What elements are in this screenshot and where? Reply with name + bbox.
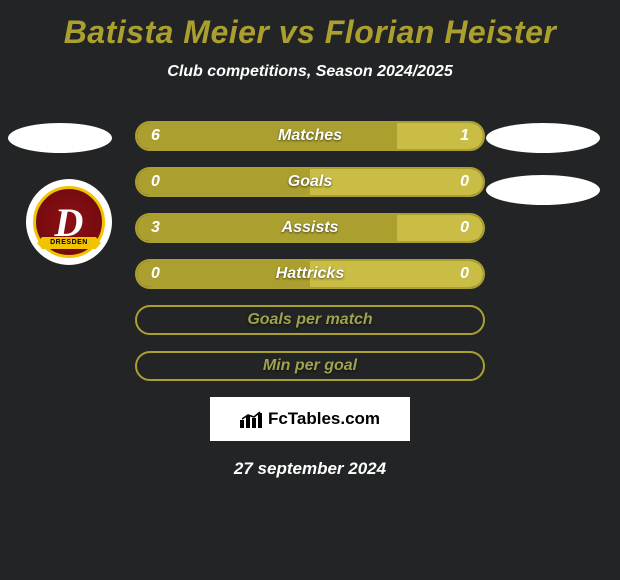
placeholder-ellipse-top-left <box>8 123 112 153</box>
stat-bar: Hattricks0 0 <box>135 259 485 289</box>
stat-bar: Assists3 0 <box>135 213 485 243</box>
stat-value-right: 0 <box>460 219 469 237</box>
snapshot-date: 27 september 2024 <box>0 459 620 479</box>
stat-value-left: 0 <box>151 173 160 191</box>
stat-label: Goals <box>137 173 483 191</box>
stat-bar: Goals per match <box>135 305 485 335</box>
stat-value-right: 0 <box>460 265 469 283</box>
stat-label: Matches <box>137 127 483 145</box>
stat-label: Assists <box>137 219 483 237</box>
stat-value-left: 3 <box>151 219 160 237</box>
stat-label: Min per goal <box>137 357 483 375</box>
title-text: Batista Meier vs Florian Heister <box>64 14 557 50</box>
stat-label: Goals per match <box>137 311 483 329</box>
fctables-watermark: FcTables.com <box>210 397 410 441</box>
content-area: D DRESDEN Matches61Goals00Assists30Hattr… <box>0 121 620 479</box>
fctables-text: FcTables.com <box>268 409 380 429</box>
stat-value-right: 0 <box>460 173 469 191</box>
stat-value-right: 1 <box>460 127 469 145</box>
subtitle: Club competitions, Season 2024/2025 <box>0 63 620 81</box>
stat-label: Hattricks <box>137 265 483 283</box>
chart-icon <box>240 410 262 428</box>
stat-value-left: 0 <box>151 265 160 283</box>
stat-bar: Min per goal <box>135 351 485 381</box>
club-badge-banner: DRESDEN <box>37 237 101 249</box>
club-badge-left: D DRESDEN <box>26 179 112 265</box>
placeholder-ellipse-mid-right <box>486 175 600 205</box>
comparison-title: Batista Meier vs Florian Heister <box>0 0 620 51</box>
comparison-bars: Matches61Goals00Assists30Hattricks00Goal… <box>135 121 485 381</box>
stat-value-left: 6 <box>151 127 160 145</box>
placeholder-ellipse-top-right <box>486 123 600 153</box>
club-badge-inner: D DRESDEN <box>33 186 105 258</box>
stat-bar: Matches6 1 <box>135 121 485 151</box>
stat-bar: Goals0 0 <box>135 167 485 197</box>
